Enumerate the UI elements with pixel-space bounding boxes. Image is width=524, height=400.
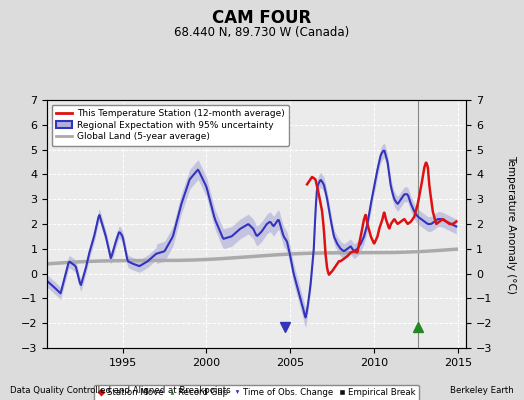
- Y-axis label: Temperature Anomaly (°C): Temperature Anomaly (°C): [507, 154, 517, 294]
- Text: Data Quality Controlled and Aligned at Breakpoints: Data Quality Controlled and Aligned at B…: [10, 386, 231, 395]
- Text: Berkeley Earth: Berkeley Earth: [450, 386, 514, 395]
- Text: 68.440 N, 89.730 W (Canada): 68.440 N, 89.730 W (Canada): [174, 26, 350, 39]
- Legend: Station Move, Record Gap, Time of Obs. Change, Empirical Break: Station Move, Record Gap, Time of Obs. C…: [94, 385, 419, 400]
- Text: CAM FOUR: CAM FOUR: [212, 9, 312, 27]
